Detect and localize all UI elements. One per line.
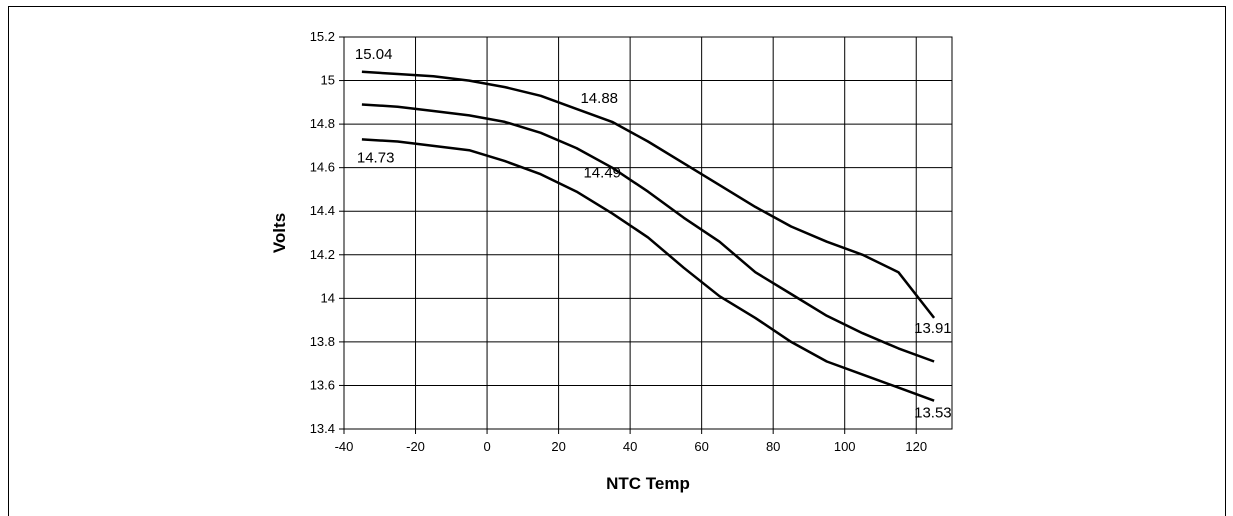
y-tick-label: 13.6	[310, 377, 335, 392]
x-tick-label: 80	[766, 439, 780, 454]
y-tick-label: 14.4	[310, 203, 335, 218]
x-tick-label: -20	[406, 439, 425, 454]
x-axis-title: NTC Temp	[606, 474, 690, 493]
y-tick-label: 15.2	[310, 29, 335, 44]
series-line-2	[361, 103, 935, 363]
y-tick-label: 13.8	[310, 334, 335, 349]
y-tick-label: 14.8	[310, 116, 335, 131]
x-tick-label: 0	[483, 439, 490, 454]
x-tick-label: 100	[834, 439, 856, 454]
x-tick-label: 120	[905, 439, 927, 454]
x-tick-label: 60	[694, 439, 708, 454]
x-tick-label: 40	[623, 439, 637, 454]
y-tick-label: 13.4	[310, 421, 335, 436]
data-labels: 15.04 14.88 14.73 14.49 13.91 13.53	[355, 46, 952, 422]
data-label: 14.73	[357, 149, 395, 166]
y-tick-label: 14.6	[310, 160, 335, 175]
series-lines	[361, 70, 936, 402]
data-label: 15.04	[355, 46, 393, 63]
y-tick-label: 14	[321, 290, 335, 305]
y-axis-title: Volts	[270, 213, 289, 253]
data-label: 14.49	[583, 165, 621, 182]
series-line-3	[361, 138, 935, 402]
gridlines	[344, 37, 952, 429]
data-label: 14.88	[580, 90, 618, 107]
y-tick-label: 14.2	[310, 247, 335, 262]
y-tick-label: 15	[321, 73, 335, 88]
data-label: 13.91	[914, 320, 952, 337]
tick-labels: -40 -20 0 20 40 60 80 100 120 13.4 13.6 13.8 14 14.2 1…	[310, 29, 927, 454]
x-tick-label: 20	[551, 439, 565, 454]
data-label: 13.53	[914, 405, 952, 422]
series-line-1	[361, 70, 936, 319]
x-tick-label: -40	[335, 439, 354, 454]
chart-frame	[8, 6, 1226, 516]
plot-area	[343, 36, 953, 430]
